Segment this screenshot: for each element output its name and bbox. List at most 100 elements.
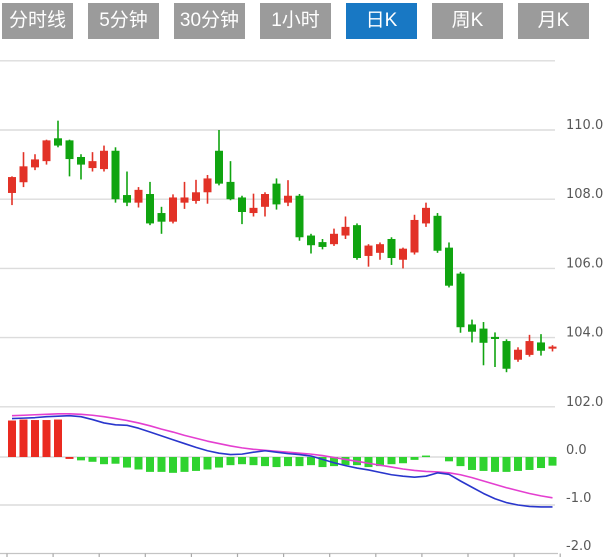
macd-histogram-bar — [284, 457, 292, 467]
tab-30min[interactable]: 30分钟 — [174, 3, 245, 39]
candle-body — [295, 195, 304, 238]
macd-histogram-bar — [111, 457, 120, 464]
candle-body — [215, 150, 223, 184]
macd-histogram-bar — [502, 457, 511, 472]
candle-body — [88, 161, 97, 169]
macd-histogram-bar — [31, 420, 39, 457]
candle-body — [203, 178, 212, 193]
macd-histogram-bar — [295, 457, 304, 467]
candle-body — [54, 138, 62, 146]
tab-1hour[interactable]: 1小时 — [260, 3, 331, 39]
candle-body — [387, 238, 396, 259]
macd-histogram-bar — [19, 419, 28, 457]
tab-timeline[interactable]: 分时线 — [2, 3, 73, 39]
macd-histogram-bar — [215, 457, 223, 468]
candle-body — [111, 150, 120, 200]
macd-histogram-bar — [456, 457, 465, 467]
candle-body — [226, 181, 235, 200]
macd-axis-label: -1.0 — [566, 491, 591, 506]
candle-body — [169, 197, 177, 222]
candle-body — [525, 341, 534, 355]
macd-histogram-bar — [8, 420, 16, 457]
price-axis-label: 106.0 — [566, 256, 603, 271]
macd-histogram-bar — [525, 457, 534, 470]
price-axis-label: 102.0 — [566, 395, 603, 410]
macd-axis-label: 0.0 — [566, 443, 587, 458]
macd-histogram-bar — [42, 420, 51, 457]
macd-histogram-bar — [479, 457, 488, 471]
price-axis-label: 104.0 — [566, 326, 603, 341]
tab-weekly-k[interactable]: 周K — [432, 3, 503, 39]
candle-body — [157, 213, 166, 222]
macd-histogram-bar — [157, 457, 166, 472]
macd-histogram-bar — [364, 457, 373, 468]
macd-histogram-bar — [54, 419, 62, 457]
candle-body — [19, 166, 28, 183]
macd-histogram-bar — [445, 457, 453, 462]
macd-histogram-bar — [238, 457, 246, 465]
candle-body — [376, 244, 384, 253]
macd-histogram-bar — [100, 457, 108, 465]
candle-body — [8, 177, 16, 193]
tab-daily-k[interactable]: 日K — [346, 3, 417, 39]
macd-histogram-bar — [180, 457, 189, 472]
candle-body — [65, 140, 74, 160]
macd-histogram-bar — [341, 457, 350, 466]
dea-line — [11, 412, 553, 499]
candle-body — [479, 328, 488, 343]
candle-body — [330, 233, 338, 245]
macd-histogram-bar — [203, 457, 212, 470]
macd-histogram-bar — [491, 457, 499, 472]
candle-body — [249, 207, 258, 214]
macd-histogram-bar — [387, 457, 396, 465]
macd-histogram-bar — [146, 457, 154, 472]
candle-body — [318, 242, 327, 247]
tab-5min[interactable]: 5分钟 — [88, 3, 159, 39]
macd-histogram-bar — [330, 457, 338, 467]
macd-histogram-bar — [226, 457, 235, 466]
macd-histogram-bar — [537, 457, 545, 469]
candle-body — [272, 183, 281, 205]
macd-histogram-bar — [468, 457, 476, 470]
price-axis-label: 110.0 — [566, 118, 603, 133]
macd-histogram-bar — [399, 457, 407, 464]
macd-axis-label: -2.0 — [566, 539, 591, 554]
macd-histogram-bar — [249, 457, 258, 466]
candle-body — [42, 140, 51, 162]
candle-body — [100, 150, 108, 170]
macd-histogram-bar — [65, 457, 74, 459]
candle-body — [537, 342, 545, 351]
candle-body — [284, 195, 292, 203]
candle-body — [468, 324, 476, 332]
candle-body — [146, 194, 154, 224]
tab-monthly-k[interactable]: 月K — [518, 3, 589, 39]
macd-histogram-bar — [422, 455, 430, 458]
candle-body — [261, 194, 269, 207]
macd-histogram-bar — [272, 457, 281, 468]
candle-body — [502, 341, 511, 369]
candle-body — [31, 159, 39, 168]
candle-body — [456, 273, 465, 328]
candle-body — [192, 192, 200, 201]
macd-histogram-bar — [318, 457, 327, 468]
macd-histogram-bar — [376, 457, 384, 467]
candle-body — [77, 156, 85, 165]
macd-histogram-bar — [77, 457, 85, 461]
candle-body — [341, 226, 350, 236]
candle-body — [180, 197, 189, 203]
macd-histogram-bar — [514, 457, 522, 471]
macd-histogram-bar — [192, 457, 200, 471]
dif-line — [11, 414, 553, 508]
candle-body — [548, 346, 557, 349]
macd-histogram-bar — [261, 457, 269, 467]
candle-body — [134, 189, 143, 203]
macd-histogram-bar — [548, 457, 557, 466]
candle-body — [307, 235, 315, 246]
candle-body — [433, 215, 442, 251]
candle-body — [410, 219, 419, 253]
macd-histogram-bar — [307, 457, 315, 466]
candle-body — [445, 247, 453, 286]
